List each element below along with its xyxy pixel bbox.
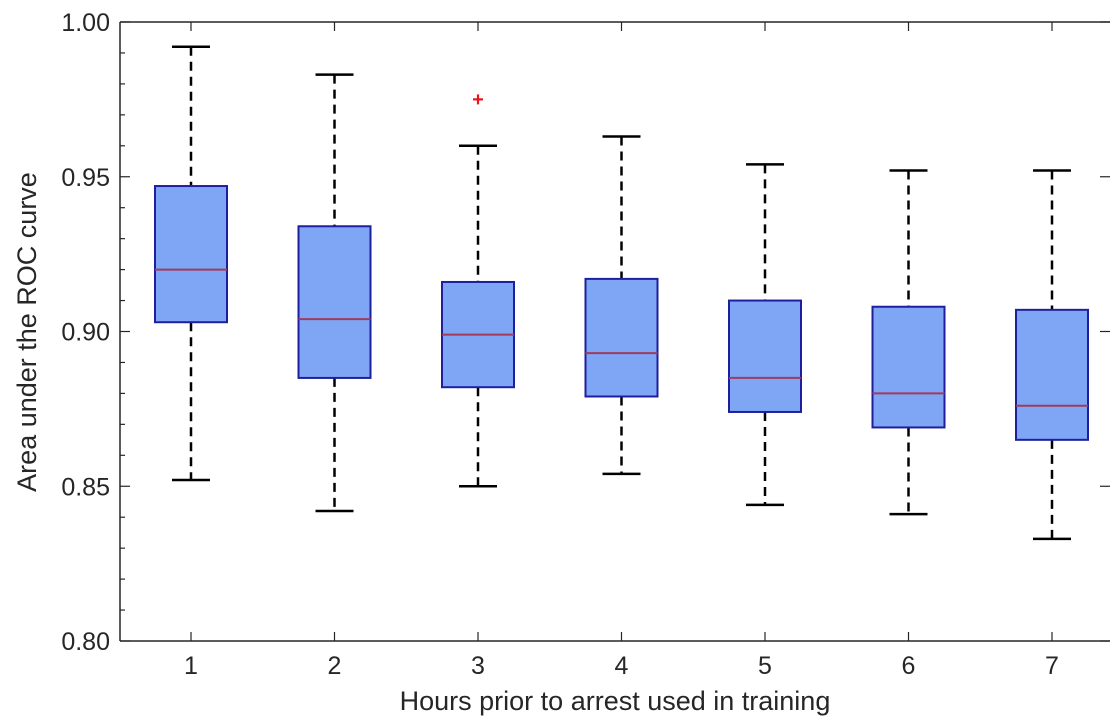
y-tick-label: 0.95 bbox=[61, 164, 110, 192]
box-3 bbox=[441, 94, 515, 488]
x-tick-label: 2 bbox=[328, 652, 342, 680]
x-tick-label: 7 bbox=[1045, 652, 1059, 680]
box-7 bbox=[1015, 169, 1089, 541]
y-tick-label: 0.85 bbox=[61, 473, 110, 501]
box-1 bbox=[154, 45, 228, 482]
box-iqr bbox=[297, 225, 372, 379]
box-iqr bbox=[584, 277, 659, 398]
box-6 bbox=[871, 169, 946, 516]
x-tick-label: 3 bbox=[471, 652, 485, 680]
y-tick-label: 0.90 bbox=[61, 319, 110, 347]
y-tick-label: 1.00 bbox=[61, 9, 110, 37]
x-tick-label: 6 bbox=[902, 652, 916, 680]
box-2 bbox=[297, 73, 372, 513]
x-tick-label: 5 bbox=[758, 652, 772, 680]
box-series bbox=[154, 45, 1089, 541]
x-tick-label: 4 bbox=[615, 652, 629, 680]
box-4 bbox=[584, 135, 659, 476]
x-axis-title: Hours prior to arrest used in training bbox=[400, 686, 831, 716]
box-iqr bbox=[871, 305, 946, 429]
box-5 bbox=[728, 163, 802, 507]
box-iqr bbox=[728, 299, 802, 413]
x-tick-label: 1 bbox=[184, 652, 198, 680]
box-iqr bbox=[154, 185, 228, 324]
y-tick-label: 0.80 bbox=[61, 628, 110, 656]
box-iqr bbox=[1015, 308, 1089, 441]
y-axis-title: Area under the ROC curve bbox=[12, 172, 42, 492]
axes: 0.80 0.85 0.90 0.95 1.00 1 2 3 4 5 6 7 bbox=[61, 9, 1110, 680]
